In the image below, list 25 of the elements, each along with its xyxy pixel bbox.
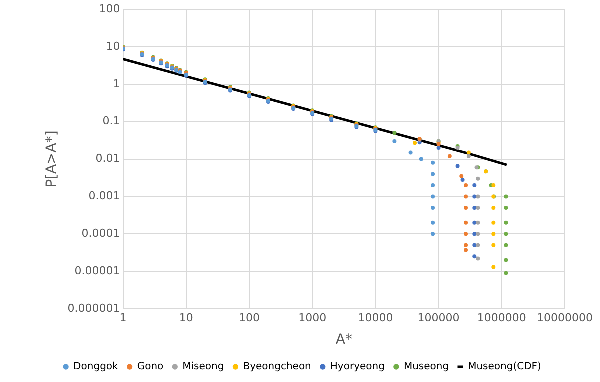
y-tick-label: 0.000001 — [68, 302, 120, 315]
y-tick-label: 0.00001 — [74, 264, 120, 278]
x-tick-label: 1000000 — [477, 311, 526, 324]
y-tick-label: 0.01 — [96, 152, 120, 166]
legend-label: Donggok — [74, 362, 119, 373]
y-tick-label: 0.1 — [102, 114, 120, 128]
x-tick-label: 10 — [179, 311, 194, 324]
x-tick-label: 100 — [238, 311, 260, 324]
x-tick-label: 1000 — [298, 311, 327, 324]
x-axis-title: A* — [336, 332, 352, 348]
legend-label: Miseong — [182, 362, 224, 373]
legend-label: Museong(CDF) — [468, 362, 542, 373]
y-tick-label: 10 — [106, 40, 120, 53]
y-tick-label: 0.0001 — [82, 227, 120, 240]
legend-label: Museong — [404, 362, 450, 373]
y-axis-title: P[A>A*] — [44, 130, 60, 188]
legend-label: Hyoryeong — [330, 362, 385, 373]
x-tick-label: 10000000 — [537, 311, 593, 324]
y-tick-label: 100 — [99, 2, 120, 16]
x-tick-label: 10000 — [358, 311, 394, 324]
y-tick-label: 0.001 — [88, 190, 120, 203]
legend-label: Gono — [137, 362, 164, 373]
x-tick-label: 100000 — [418, 311, 460, 324]
y-tick-label: 1 — [113, 77, 120, 90]
legend-label: Byeongcheon — [243, 362, 312, 373]
